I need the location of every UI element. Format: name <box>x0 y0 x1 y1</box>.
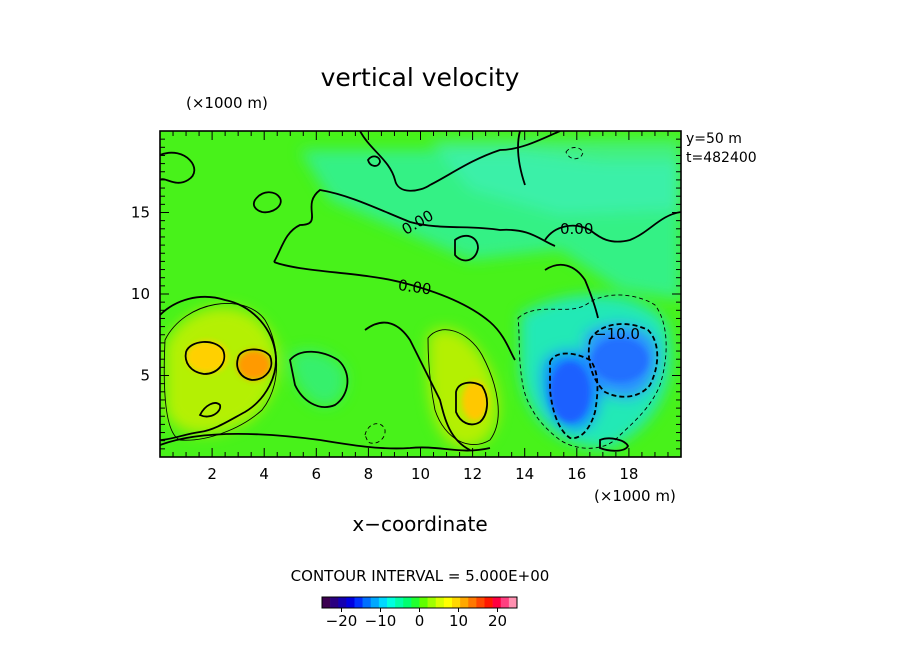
x-tick-label: 18 <box>619 465 638 483</box>
y-axis-unit: (×1000 m) <box>186 94 268 112</box>
zero-contour <box>544 263 599 319</box>
zero-contour <box>273 261 516 361</box>
colorbar-swatch <box>443 597 453 608</box>
positive-10-contour <box>198 402 222 418</box>
negative-10-contour <box>587 323 659 398</box>
contour-lines <box>160 131 681 452</box>
colorbar-swatch <box>330 597 339 608</box>
colorbar-tick-label: 10 <box>449 612 468 630</box>
colorbar-swatch <box>411 597 420 608</box>
colorbar-swatch <box>338 597 347 608</box>
zero-contour <box>160 151 196 184</box>
zero-contour <box>252 191 282 214</box>
colorbar-swatch <box>492 597 502 608</box>
zero-contour <box>367 155 381 167</box>
x-tick-label: 4 <box>259 465 269 483</box>
downdraft-core-1 <box>550 362 590 422</box>
colorbar-swatch <box>378 597 388 608</box>
colorbar-tick-label: −20 <box>326 612 358 630</box>
annotation-time: t=482400 <box>686 150 757 166</box>
colorbar-swatch <box>346 597 355 608</box>
zero-contour <box>289 350 349 408</box>
positive-5-contour <box>427 329 499 445</box>
y-tick-label: 15 <box>131 204 150 222</box>
colorbar-swatch <box>387 597 396 608</box>
x-tick-label: 6 <box>312 465 322 483</box>
velocity-field: 0.00 0.00 0.00 −10.0 <box>160 131 681 457</box>
positive-10-contour <box>236 348 273 381</box>
colorbar-swatch <box>370 597 380 608</box>
axes: 2 4 6 8 10 12 14 16 18 5 10 15 <box>131 131 681 483</box>
zero-contour <box>544 211 681 243</box>
colorbar-swatch <box>468 597 477 608</box>
colorbar-tick-label: −10 <box>365 612 397 630</box>
colorbar-swatch <box>500 597 510 608</box>
colorbar-swatch <box>452 597 461 608</box>
annotation-y-position: y=50 m <box>686 131 742 147</box>
colorbar-swatch <box>362 597 372 608</box>
positive-10-contour <box>455 381 488 426</box>
positive-5-contour <box>163 303 278 441</box>
updraft-core-3 <box>462 381 488 421</box>
y-tick-label: 5 <box>140 367 150 385</box>
colorbar-swatch <box>403 597 412 608</box>
contour-labels: 0.00 0.00 0.00 −10.0 <box>397 206 640 343</box>
zero-contour <box>454 234 479 262</box>
negative-5-contour <box>517 294 667 449</box>
positive-10-contour <box>184 341 226 375</box>
x-tick-label: 2 <box>207 465 217 483</box>
x-tick-label: 16 <box>567 465 586 483</box>
x-tick-label: 8 <box>364 465 374 483</box>
x-tick-label: 14 <box>515 465 534 483</box>
negative-5-contour <box>565 147 584 160</box>
contour-label: 0.00 <box>560 220 593 238</box>
x-tick-label: 12 <box>463 465 482 483</box>
colorbar-swatch <box>354 597 363 608</box>
contour-label: 0.00 <box>397 276 433 298</box>
zero-contour <box>364 321 471 451</box>
negative-10-contour <box>549 352 599 440</box>
x-axis-label: x−coordinate <box>352 512 487 536</box>
colorbar: −20 −10 0 10 20 <box>321 596 518 630</box>
downdraft-core-2 <box>592 338 648 382</box>
colorbar-swatch <box>427 597 437 608</box>
colorbar-swatch <box>322 597 331 608</box>
contour-label: −10.0 <box>594 325 640 343</box>
colorbar-swatch <box>508 597 518 608</box>
updraft-core-1 <box>186 341 228 373</box>
colorbar-swatch <box>395 597 404 608</box>
y-tick-label: 10 <box>131 285 150 303</box>
contour-interval-text: CONTOUR INTERVAL = 5.000E+00 <box>291 567 550 585</box>
colorbar-swatch <box>419 597 428 608</box>
colorbar-tick-label: 20 <box>488 612 507 630</box>
x-tick-label: 10 <box>411 465 430 483</box>
chart-title: vertical velocity <box>321 63 520 92</box>
colorbar-swatch <box>484 597 493 608</box>
colorbar-swatch <box>460 597 469 608</box>
field-cores <box>186 338 648 422</box>
colorbar-tick-label: 0 <box>415 612 425 630</box>
zero-contour <box>517 131 526 186</box>
colorbar-swatch <box>476 597 485 608</box>
x-axis-unit: (×1000 m) <box>594 487 676 505</box>
zero-contour <box>273 189 556 263</box>
colorbar-swatch <box>435 597 445 608</box>
zero-contour <box>599 437 630 452</box>
updraft-core-2 <box>237 350 271 380</box>
negative-5-contour <box>364 423 386 444</box>
zero-contour <box>160 296 277 441</box>
